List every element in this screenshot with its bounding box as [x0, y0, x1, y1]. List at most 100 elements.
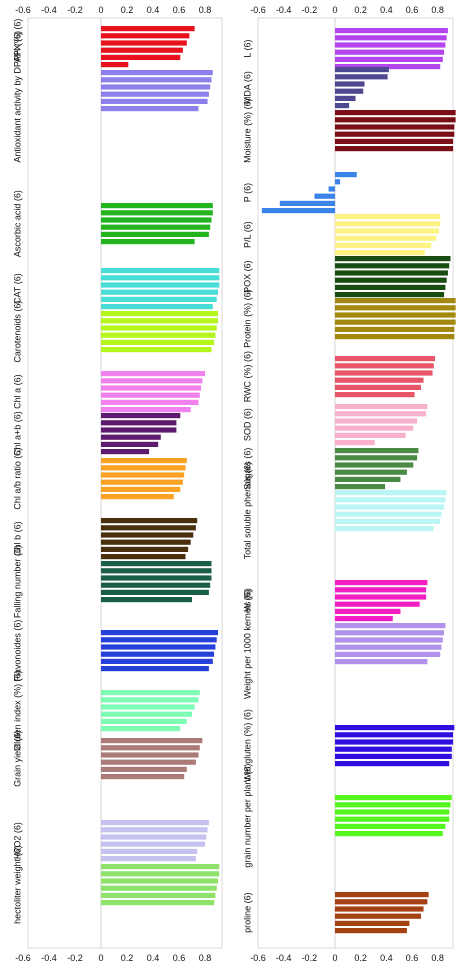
bar-2-0-0: [335, 28, 448, 34]
bar-2-14-2: [335, 809, 450, 815]
bar-2-3-3: [314, 193, 335, 199]
bar-2-6-5: [335, 334, 455, 340]
x-tick-top-3: 0: [332, 5, 337, 15]
x-tick-top-1: -0.4: [41, 5, 57, 15]
bar-2-15-2: [335, 906, 424, 912]
bar-2-10-5: [335, 526, 434, 532]
x-tick-bottom-0: -0.6: [15, 953, 31, 963]
bar-1-14-5: [101, 900, 215, 906]
category-label-1-9: Falling number (6): [12, 545, 22, 618]
bar-1-3-2: [101, 282, 220, 288]
x-tick-bottom-0: -0.6: [250, 953, 266, 963]
category-label-2-11: W (6): [242, 590, 252, 612]
x-tick-bottom-2: -0.2: [67, 953, 83, 963]
bar-1-5-3: [101, 392, 200, 398]
bar-1-1-1: [101, 77, 212, 83]
bar-2-3-0: [335, 172, 357, 178]
bar-1-12-1: [101, 745, 200, 751]
bar-1-3-3: [101, 289, 218, 295]
bar-1-4-2: [101, 325, 217, 331]
bar-1-2-2: [101, 217, 212, 223]
x-tick-bottom-7: 0.8: [199, 953, 212, 963]
bar-1-8-2: [101, 532, 194, 538]
x-tick-bottom-1: -0.4: [41, 953, 57, 963]
bar-1-4-0: [101, 311, 218, 317]
bar-2-12-1: [335, 630, 445, 636]
bar-2-7-0: [335, 356, 436, 362]
bar-1-7-2: [101, 472, 185, 478]
bar-2-1-1: [335, 74, 388, 80]
bar-2-0-4: [335, 56, 443, 62]
bar-2-7-2: [335, 370, 433, 376]
bar-1-13-1: [101, 827, 208, 833]
bar-1-4-1: [101, 318, 218, 324]
x-tick-bottom-3: 0: [98, 953, 103, 963]
category-label-1-6: Chl a+b (6): [12, 411, 22, 456]
bar-2-14-1: [335, 802, 451, 808]
bar-1-5-0: [101, 371, 205, 377]
bar-2-8-5: [335, 440, 375, 446]
bar-1-6-3: [101, 434, 161, 440]
bar-1-10-1: [101, 637, 217, 643]
bar-1-0-4: [101, 54, 181, 60]
plot-frame: [257, 17, 454, 949]
bar-2-5-2: [335, 270, 448, 276]
chart-panel-1: -0.6 -0.6 -0.4 -0.4 -0.2 -0.2 0 0 0.2 0.2 0.4 0.4 0.…: [12, 5, 223, 963]
bar-1-3-0: [101, 268, 220, 274]
x-tick-top-7: 0.8: [199, 5, 212, 15]
bar-2-3-2: [328, 186, 335, 192]
bar-1-3-1: [101, 275, 220, 281]
bar-2-5-4: [335, 284, 446, 290]
bar-2-2-3: [335, 131, 455, 137]
category-label-2-4: P/L (6): [242, 221, 252, 248]
bar-2-1-3: [335, 88, 364, 94]
bar-2-10-1: [335, 497, 446, 503]
bar-2-6-2: [335, 312, 456, 318]
bar-1-8-5: [101, 554, 186, 560]
bar-1-9-4: [101, 589, 209, 595]
bar-1-14-2: [101, 878, 218, 884]
bar-2-0-5: [335, 64, 441, 70]
bar-1-9-3: [101, 582, 211, 588]
bar-2-2-0: [335, 110, 456, 116]
x-tick-top-4: 0.2: [354, 5, 367, 15]
bar-1-11-5: [101, 726, 181, 732]
category-label-1-0: APX (6): [12, 31, 22, 63]
x-tick-top-7: 0.8: [431, 5, 444, 15]
bar-2-2-1: [335, 117, 456, 123]
bar-1-3-4: [101, 296, 217, 302]
x-tick-top-1: -0.4: [276, 5, 292, 15]
bar-1-11-2: [101, 704, 195, 710]
bar-2-6-0: [335, 298, 456, 304]
bar-2-10-0: [335, 490, 447, 496]
category-label-2-5: POX (6): [242, 260, 252, 293]
bar-1-3-5: [101, 304, 213, 310]
bar-2-3-5: [261, 208, 335, 214]
x-tick-bottom-6: 0.6: [173, 953, 186, 963]
bar-1-0-5: [101, 62, 129, 68]
bar-1-8-4: [101, 546, 189, 552]
bar-1-5-1: [101, 378, 203, 384]
bar-1-1-5: [101, 106, 199, 112]
bar-2-12-3: [335, 644, 442, 650]
bar-2-9-1: [335, 455, 418, 461]
category-label-2-13: Wet gluten (%) (6): [242, 709, 252, 782]
bar-1-14-4: [101, 892, 216, 898]
category-label-2-2: Moisture (%) (6): [242, 98, 252, 163]
bar-1-14-3: [101, 885, 217, 891]
bar-2-6-4: [335, 326, 455, 332]
bar-2-4-5: [335, 250, 425, 256]
bar-2-5-3: [335, 277, 447, 283]
bar-2-15-5: [335, 928, 407, 934]
bar-2-6-1: [335, 305, 456, 311]
bar-2-11-0: [335, 580, 428, 586]
x-tick-bottom-4: 0.2: [354, 953, 367, 963]
bar-1-9-2: [101, 575, 212, 581]
bar-2-14-5: [335, 831, 443, 837]
bar-2-11-1: [335, 587, 427, 593]
category-label-1-2: Ascorbic acid (6): [12, 190, 22, 257]
bar-1-10-0: [101, 630, 218, 636]
bar-1-13-2: [101, 834, 207, 840]
